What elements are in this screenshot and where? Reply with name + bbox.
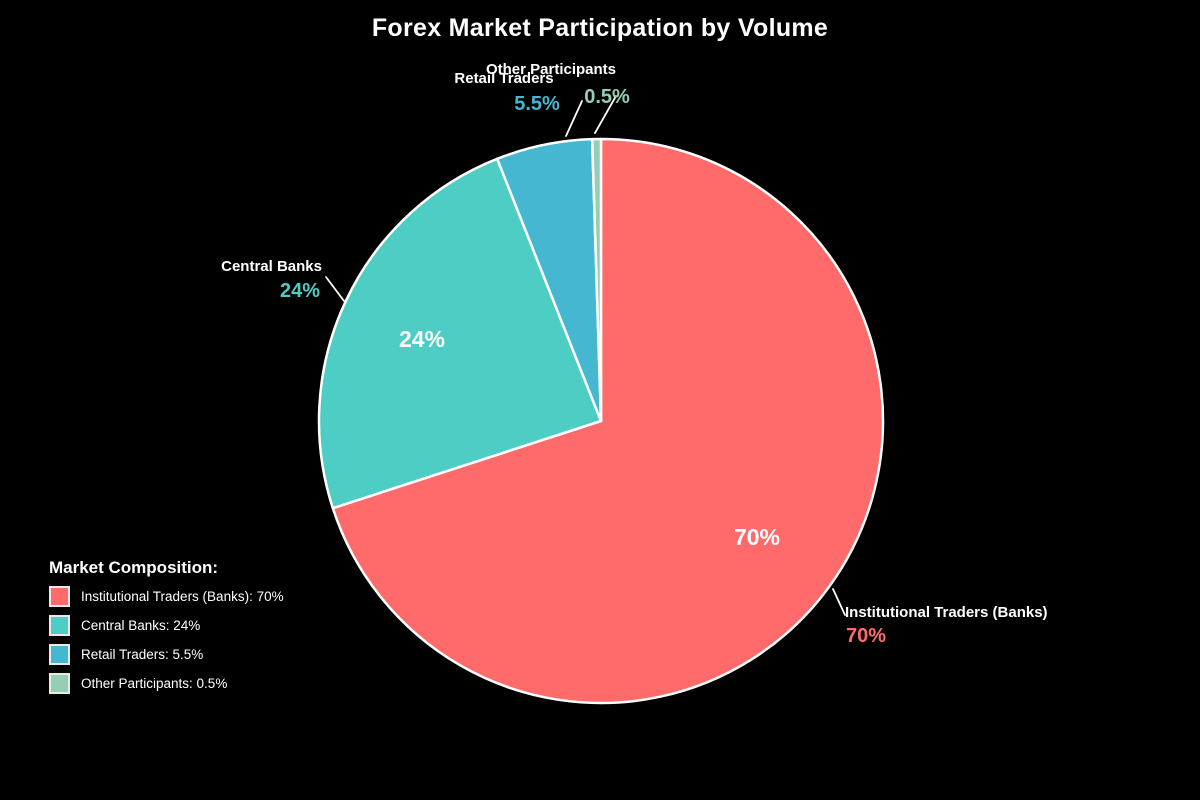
legend-item-central-banks: Central Banks: 24% xyxy=(49,615,284,636)
name-label-institutional: Institutional Traders (Banks) xyxy=(845,604,1048,621)
legend-item-retail: Retail Traders: 5.5% xyxy=(49,644,284,665)
leader-line-institutional xyxy=(832,588,846,616)
pct-label-other: 0.5% xyxy=(584,86,630,108)
legend-label-central-banks: Central Banks: 24% xyxy=(81,618,201,633)
pie-slice-institutional xyxy=(331,137,885,705)
inside-pct-label-central-banks: 24% xyxy=(399,326,445,352)
leader-line-other xyxy=(594,95,617,134)
legend-swatch-retail-icon xyxy=(49,644,70,665)
pct-label-institutional: 70% xyxy=(846,625,886,647)
legend-item-institutional: Institutional Traders (Banks): 70% xyxy=(49,586,284,607)
chart-title: Forex Market Participation by Volume xyxy=(371,14,829,42)
legend-item-other: Other Participants: 0.5% xyxy=(49,673,284,694)
legend-label-retail: Retail Traders: 5.5% xyxy=(81,647,204,662)
legend-swatch-central-banks-icon xyxy=(49,615,70,636)
name-label-central-banks: Central Banks xyxy=(221,258,322,275)
name-label-retail: Retail Traders xyxy=(454,70,553,87)
legend: Market Composition: Institutional Trader… xyxy=(49,558,284,702)
legend-swatch-institutional-icon xyxy=(49,586,70,607)
legend-label-other: Other Participants: 0.5% xyxy=(81,676,228,691)
legend-swatch-other-icon xyxy=(49,673,70,694)
pie-slice-other xyxy=(590,137,603,423)
leader-line-retail xyxy=(565,100,583,137)
name-label-other: Other Participants xyxy=(486,61,616,78)
legend-title: Market Composition: xyxy=(49,558,219,577)
legend-label-institutional: Institutional Traders (Banks): 70% xyxy=(81,589,284,604)
pct-label-retail: 5.5% xyxy=(514,93,560,115)
inside-pct-label-institutional: 70% xyxy=(734,524,780,550)
leader-line-central-banks xyxy=(325,276,345,302)
pct-label-central-banks: 24% xyxy=(280,280,320,302)
